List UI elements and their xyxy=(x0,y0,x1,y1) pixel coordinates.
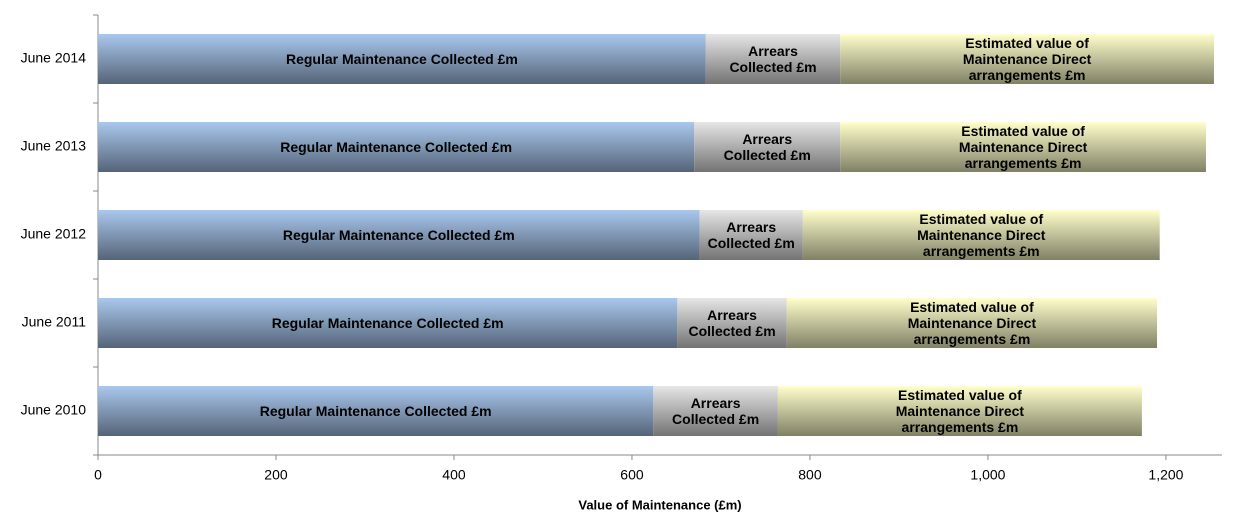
y-tick-label: June 2011 xyxy=(22,314,87,330)
bar-segment xyxy=(677,298,787,348)
x-tick-label: 1,200 xyxy=(1148,467,1183,483)
segment-label: Regular Maintenance Collected £m xyxy=(280,139,513,155)
x-tick-label: 600 xyxy=(620,467,644,483)
segment-label: Regular Maintenance Collected £m xyxy=(259,403,492,419)
segment-label: Estimated value of Maintenance Direct ar… xyxy=(917,211,1046,259)
bar-segment xyxy=(98,210,700,260)
bar-segment xyxy=(777,386,1142,436)
segment-label: Estimated value of Maintenance Direct ar… xyxy=(962,35,1092,83)
bar-segment xyxy=(699,210,803,260)
bar-segment xyxy=(98,298,678,348)
y-tick-label: June 2014 xyxy=(21,50,87,66)
segment-label: Estimated value of Maintenance Direct ar… xyxy=(895,387,1025,435)
segment-label: Estimated value of Maintenance Direct ar… xyxy=(958,123,1088,171)
segment-label: Regular Maintenance Collected £m xyxy=(285,51,518,67)
y-tick-label: June 2010 xyxy=(21,402,87,418)
segment-label: Arrears Collected £m xyxy=(729,43,817,75)
bar-segment xyxy=(840,34,1214,84)
segment-label: Arrears Collected £m xyxy=(672,395,760,427)
bar-segment xyxy=(98,122,695,172)
bar-segment xyxy=(802,210,1160,260)
y-tick-label: June 2013 xyxy=(21,138,87,154)
segment-label: Arrears Collected £m xyxy=(707,219,795,251)
x-tick-label: 800 xyxy=(798,467,822,483)
y-tick-label: June 2012 xyxy=(21,226,87,242)
bar-segment xyxy=(98,386,654,436)
x-axis-title: Value of Maintenance (£m) xyxy=(578,497,741,512)
segment-label: Regular Maintenance Collected £m xyxy=(282,227,515,243)
bar-segment xyxy=(786,298,1158,348)
segment-label: Arrears Collected £m xyxy=(688,307,776,339)
bar-segment xyxy=(840,122,1206,172)
x-tick-label: 0 xyxy=(94,467,102,483)
segment-label: Arrears Collected £m xyxy=(723,131,811,163)
segment-label: Regular Maintenance Collected £m xyxy=(271,315,504,331)
bar-segment xyxy=(694,122,841,172)
bar-segment xyxy=(98,34,706,84)
bar-segment xyxy=(705,34,841,84)
bar-segment xyxy=(653,386,778,436)
x-tick-label: 200 xyxy=(264,467,288,483)
x-tick-label: 1,000 xyxy=(970,467,1005,483)
x-tick-label: 400 xyxy=(442,467,466,483)
segment-label: Estimated value of Maintenance Direct ar… xyxy=(907,299,1037,347)
